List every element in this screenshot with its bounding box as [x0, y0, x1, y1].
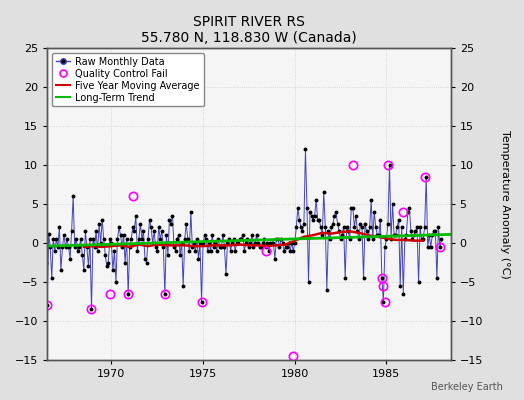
Title: SPIRIT RIVER RS
55.780 N, 118.830 W (Canada): SPIRIT RIVER RS 55.780 N, 118.830 W (Can…: [141, 15, 357, 46]
Y-axis label: Temperature Anomaly (°C): Temperature Anomaly (°C): [500, 130, 510, 278]
Text: Berkeley Earth: Berkeley Earth: [431, 382, 503, 392]
Legend: Raw Monthly Data, Quality Control Fail, Five Year Moving Average, Long-Term Tren: Raw Monthly Data, Quality Control Fail, …: [52, 53, 204, 106]
